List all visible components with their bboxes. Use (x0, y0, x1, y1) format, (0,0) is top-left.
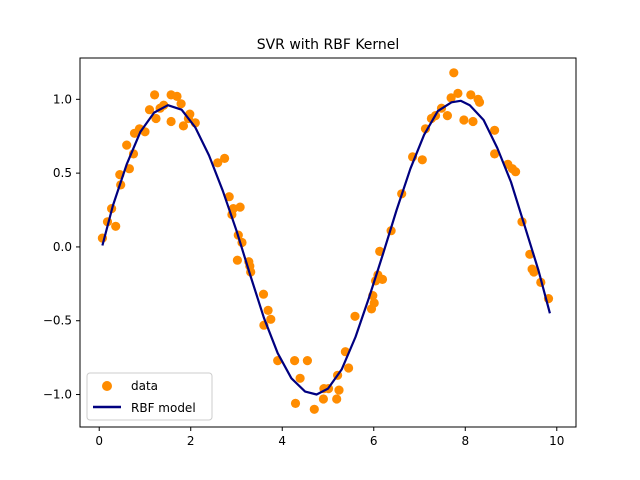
data-point (332, 394, 342, 404)
y-tick-label: −0.5 (43, 314, 72, 328)
y-tick-label: 1.0 (53, 92, 72, 106)
axes-frame (79, 57, 577, 428)
data-point (232, 255, 242, 265)
data-point (172, 91, 182, 101)
data-point (446, 93, 456, 103)
data-point (459, 115, 469, 125)
data-point (302, 356, 312, 366)
data-point (309, 404, 319, 414)
data-point (151, 113, 161, 124)
chart-title: SVR with RBF Kernel (257, 37, 400, 53)
legend-label-rbf-model: RBF model (131, 401, 196, 415)
x-tick-label: 2 (187, 434, 195, 448)
data-point (369, 298, 379, 308)
data-point (150, 90, 160, 100)
data-point (166, 116, 176, 127)
data-point (449, 68, 459, 78)
y-tick-label: −1.0 (43, 388, 72, 402)
plot-area (97, 68, 554, 414)
data-point (417, 155, 427, 165)
data-point (468, 116, 478, 127)
data-point (474, 97, 485, 107)
data-point (290, 398, 301, 408)
legend-label-data: data (131, 379, 158, 393)
data-point (490, 125, 500, 135)
rbf-model-line (101, 99, 551, 396)
data-point (529, 267, 539, 277)
y-tick-label: 0.0 (53, 240, 72, 254)
data-point (213, 158, 223, 168)
data-point (490, 149, 500, 159)
x-tick-label: 8 (461, 434, 469, 448)
x-tick-label: 4 (278, 434, 286, 448)
data-point (266, 314, 276, 324)
y-tick-label: 0.5 (53, 166, 72, 180)
x-tick-label: 10 (549, 434, 564, 448)
axis-ticks: 0 2 4 6 8 10 −1.0 −0.5 0.0 0.5 1.0 (43, 92, 565, 448)
data-point (220, 153, 230, 163)
x-tick-label: 0 (95, 434, 103, 448)
data-point (318, 394, 328, 404)
legend: data RBF model (86, 372, 213, 421)
data-point (344, 363, 354, 373)
data-point (295, 373, 305, 383)
data-point (453, 88, 463, 98)
data-point (111, 221, 121, 231)
data-point (224, 192, 234, 202)
data-point (263, 305, 273, 315)
x-tick-label: 6 (370, 434, 378, 448)
legend-marker-data (102, 381, 112, 391)
data-point (466, 90, 476, 100)
data-point (258, 289, 269, 299)
data-point (176, 99, 186, 109)
data-point (510, 167, 521, 177)
data-point (442, 111, 452, 121)
data-point (290, 356, 300, 366)
data-point (122, 140, 132, 150)
data-point (144, 105, 155, 115)
data-point (178, 121, 188, 131)
data-point (350, 311, 360, 321)
data-point (334, 385, 344, 395)
data-point (235, 202, 245, 212)
data-point (377, 274, 388, 284)
